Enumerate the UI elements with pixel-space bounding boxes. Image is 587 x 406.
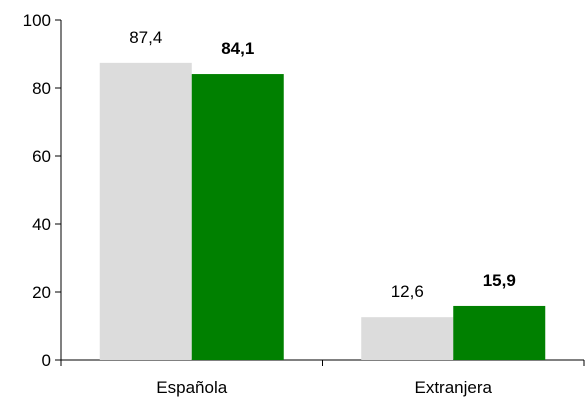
data-label: 12,6 <box>391 282 424 301</box>
chart-labels: 0 20 40 60 80 100 87,4 84,1 Española 12,6 15,9 Extr… <box>23 11 516 397</box>
y-tick-label: 40 <box>32 215 51 234</box>
category-label: Extranjera <box>415 378 493 397</box>
y-tick-label: 80 <box>32 79 51 98</box>
bar-2-2 <box>453 305 546 360</box>
y-tick-label: 100 <box>23 11 51 30</box>
data-label: 87,4 <box>129 28 162 47</box>
y-tick-label: 60 <box>32 147 51 166</box>
category-label: Española <box>156 378 227 397</box>
bar-2-1 <box>191 74 284 360</box>
y-tick-label: 20 <box>32 283 51 302</box>
bar-1-1 <box>99 62 192 361</box>
data-label: 15,9 <box>483 271 516 290</box>
y-tick-label: 0 <box>42 351 51 370</box>
data-label: 84,1 <box>221 39 254 58</box>
chart-bars <box>99 62 546 361</box>
bar-1-2 <box>361 317 454 360</box>
